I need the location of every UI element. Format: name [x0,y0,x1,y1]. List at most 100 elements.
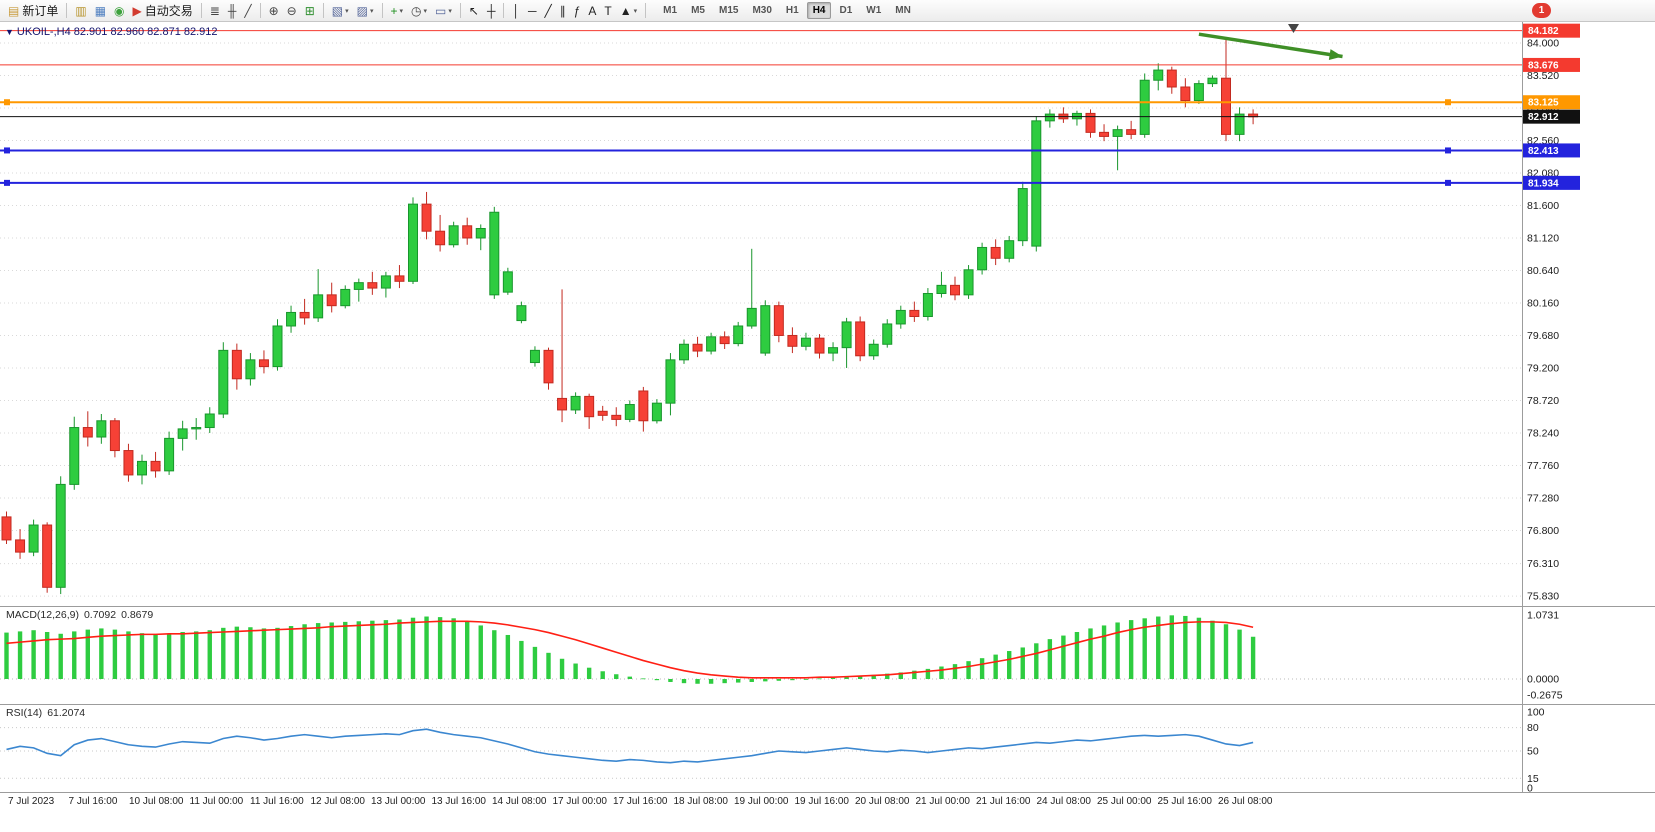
macd-panel[interactable] [0,607,1522,704]
text-label-button[interactable]: T [600,1,615,21]
macd-histogram-bar [180,631,185,679]
candle-body [1166,69,1177,88]
timeframe-h1[interactable]: H1 [785,5,799,16]
timeframe-m1[interactable]: M1 [663,5,678,16]
profiles-button[interactable]: ▨ ▾ [353,1,378,21]
templates-button[interactable]: ▭ ▾ [431,1,456,21]
tile-windows-button[interactable]: ⊞ [301,1,319,21]
trend-arrow-head[interactable] [1328,49,1343,60]
periods-icon: ◷ [411,3,422,18]
timeframe-selector: M1 M5 M15 M30 H1 H4 D1 W1 MN [656,2,918,19]
macd-histogram-bar [898,672,903,679]
level-handle[interactable] [4,179,10,186]
crosshair-button[interactable]: ┼ [483,1,500,21]
candle-body [204,413,215,429]
time-axis-label: 25 Jul 00:00 [1097,796,1152,807]
timeframe-h4[interactable]: H4 [806,2,832,19]
equidistant-channel-button[interactable]: ∥ [556,1,570,21]
vertical-line-button[interactable]: │ [508,1,524,21]
periods-button[interactable]: ◷ ▾ [407,1,431,21]
rsi-value: 61.2074 [47,707,86,719]
zoom-in-button[interactable]: ⊕ [265,1,283,21]
autotrading-icon: ▶ [132,3,142,18]
level-handle[interactable] [4,99,10,106]
toolbar-separator [259,3,261,18]
time-axis-label: 14 Jul 08:00 [492,796,547,807]
chart-window-title: ▼ UKOIL-,H4 82.901 82.960 82.871 82.912 [5,26,218,38]
indicators-button[interactable]: + ▾ [387,1,408,21]
market-watch-icon: ▦ [94,3,107,18]
level-handle[interactable] [1445,99,1451,106]
macd-histogram-bar [343,621,348,679]
macd-histogram-bar [586,667,592,679]
macd-histogram-bar [966,661,971,679]
indicators-icon: + [390,3,398,18]
text-button[interactable]: A [584,1,600,21]
price-scale-label: 76.800 [1527,525,1559,537]
charts-button[interactable]: ▥ [71,1,90,21]
macd-histogram-bar [424,616,429,679]
macd-histogram-bar [573,663,578,679]
macd-histogram-bar [1074,631,1080,679]
trend-arrow[interactable] [1198,32,1343,59]
horizontal-line-button[interactable]: ─ [524,1,541,21]
price-scale-label: 79.200 [1527,362,1559,374]
macd-histogram-bar [627,676,632,679]
zoom-out-button[interactable]: ⊖ [283,1,301,21]
price-scale-label: 79.680 [1527,330,1559,342]
collapse-triangle-icon[interactable]: ▼ [5,27,14,37]
candle-body [462,225,473,239]
line-chart-button[interactable]: ╱ [240,1,255,21]
notification-badge[interactable]: 1 [1532,3,1551,18]
candle-body [1112,129,1123,137]
level-handle[interactable] [1445,179,1451,186]
market-watch-button[interactable]: ▦ [91,1,110,21]
price-scale-label: 81.600 [1527,200,1559,212]
arrows-button[interactable]: ▲ ▾ [616,1,641,21]
level-handle[interactable] [4,147,10,154]
macd-histogram-bar [803,679,809,680]
macd-histogram-bar [1047,639,1053,679]
price-tag-label: 82.912 [1528,112,1559,123]
new-order-button[interactable]: ▤ 新订单 [4,1,62,21]
chart-shift-marker-icon[interactable] [1288,24,1299,33]
level-handle[interactable] [1445,147,1451,154]
macd-histogram-bar [465,621,470,679]
price-scale-label: 80.640 [1527,265,1559,277]
timeframe-mn[interactable]: MN [895,5,911,16]
macd-histogram-bar [126,631,131,679]
macd-histogram-bar [1128,620,1134,679]
cursor-button[interactable]: ↖ [465,1,483,21]
fibonacci-button[interactable]: ƒ [570,1,585,21]
macd-histogram-bar [790,679,795,681]
macd-histogram-bar [1250,636,1256,679]
timeframe-m5[interactable]: M5 [691,5,705,16]
timeframe-m30[interactable]: M30 [752,5,772,16]
candlestick-chart-icon: ╫ [227,3,237,18]
candlestick-chart-button[interactable]: ╫ [224,1,241,21]
text-label-icon: T [604,3,612,18]
candle-body [1234,113,1245,135]
trendline-button[interactable]: ╱ [540,1,555,21]
timeframe-w1[interactable]: W1 [866,5,882,16]
bar-chart-button[interactable]: ≣ [206,1,224,21]
timeframe-m15[interactable]: M15 [718,5,739,16]
macd-histogram-bar [857,676,863,679]
candle-body [408,203,418,282]
candle-body [787,334,798,347]
macd-scale-label: 1.0731 [1527,610,1559,622]
macd-histogram-bar [112,629,118,679]
rsi-panel[interactable] [0,705,1522,792]
macd-histogram-bar [261,628,267,679]
candle-body [963,269,974,296]
time-axis-label: 17 Jul 00:00 [553,796,608,807]
line-chart-icon: ╱ [244,3,252,18]
profiles-icon: ▨ [356,3,368,18]
candle-body [313,294,324,319]
macd-main-value: 0.7092 [83,609,117,621]
autotrading-button[interactable]: ▶ 自动交易 [129,1,197,21]
timeframe-d1[interactable]: D1 [839,5,853,16]
new-chart-button[interactable]: ▧ ▾ [328,1,353,21]
data-window-button[interactable]: ◉ [110,1,128,21]
